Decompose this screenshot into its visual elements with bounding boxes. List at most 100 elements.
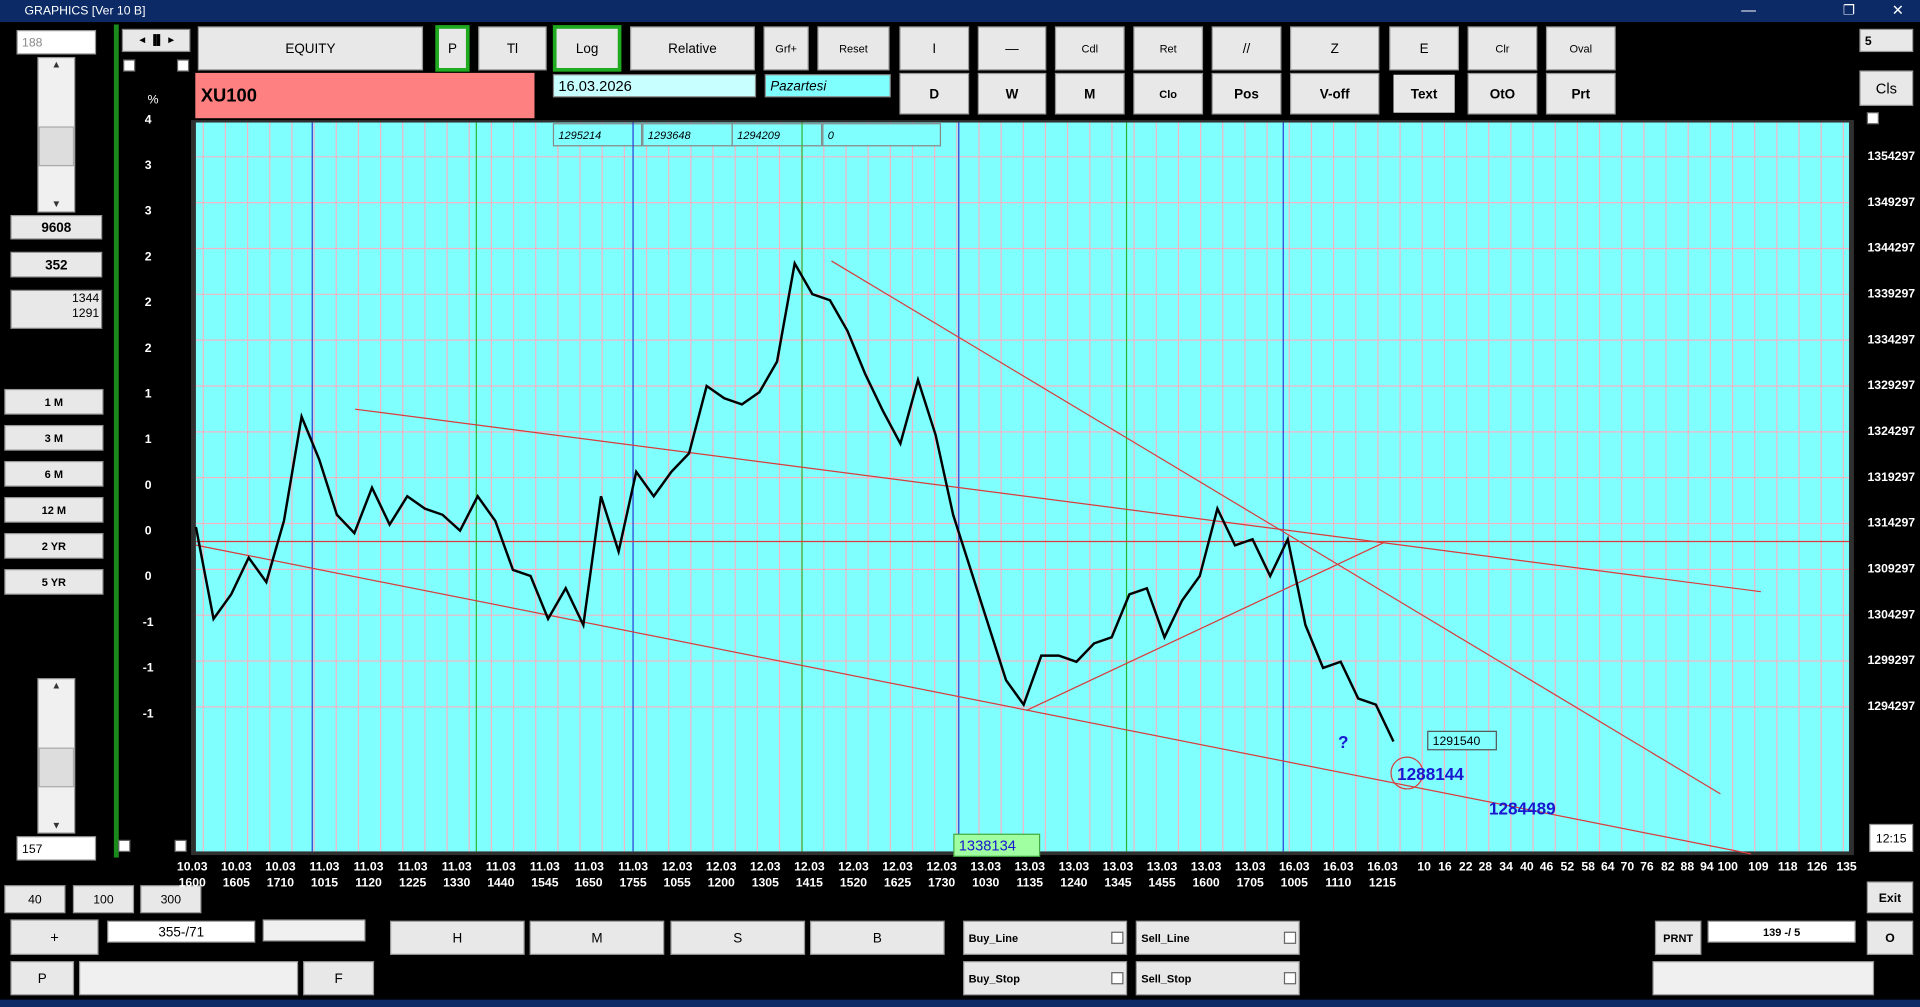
button[interactable] xyxy=(72,885,135,914)
button-label[interactable]: + xyxy=(50,930,59,946)
button-label[interactable]: 1 M xyxy=(45,397,63,409)
button[interactable] xyxy=(1866,920,1914,955)
button[interactable] xyxy=(977,72,1047,115)
button[interactable] xyxy=(630,26,755,71)
button-label[interactable]: Pos xyxy=(1234,87,1259,102)
button-label[interactable]: Relative xyxy=(668,41,717,56)
button[interactable] xyxy=(977,26,1047,71)
button[interactable] xyxy=(435,25,470,72)
button-label[interactable]: Clo xyxy=(1159,89,1177,101)
button[interactable] xyxy=(4,424,104,451)
button[interactable] xyxy=(390,920,525,955)
button[interactable] xyxy=(1545,26,1616,71)
button-label[interactable]: V-off xyxy=(1320,87,1350,102)
button[interactable] xyxy=(552,25,622,72)
button-label[interactable]: 300 xyxy=(161,893,182,907)
button[interactable] xyxy=(963,920,1128,955)
button[interactable] xyxy=(303,961,375,996)
button[interactable] xyxy=(10,919,99,955)
button[interactable] xyxy=(817,26,890,71)
button-label[interactable]: Cdl xyxy=(1082,44,1099,56)
button-label[interactable]: Clr xyxy=(1495,44,1509,56)
h-scrollbar[interactable] xyxy=(78,961,299,996)
button[interactable] xyxy=(1211,26,1282,71)
button-label[interactable]: M xyxy=(591,931,602,946)
button[interactable] xyxy=(478,26,547,71)
button[interactable] xyxy=(140,885,202,914)
button-label[interactable]: Sell_Stop xyxy=(1141,973,1191,985)
button[interactable] xyxy=(899,72,970,115)
button-label[interactable]: 2 YR xyxy=(42,541,66,553)
h-scrollbar[interactable] xyxy=(1652,961,1875,996)
button-label[interactable]: Cls xyxy=(1876,81,1897,97)
button[interactable] xyxy=(763,26,809,71)
button-label[interactable]: Log xyxy=(576,41,598,56)
button[interactable] xyxy=(1054,26,1125,71)
close[interactable]: ✕ xyxy=(1892,3,1904,19)
button-label[interactable]: E xyxy=(1420,41,1429,56)
button-label[interactable]: Buy_Line xyxy=(969,933,1019,945)
button[interactable] xyxy=(1135,920,1300,955)
button[interactable] xyxy=(1135,961,1300,996)
button[interactable] xyxy=(1866,881,1914,914)
button-label[interactable]: 100 xyxy=(93,893,114,907)
button[interactable] xyxy=(4,885,66,914)
button-label[interactable]: 5 YR xyxy=(42,577,66,589)
button[interactable] xyxy=(1391,72,1458,116)
button-label[interactable]: Sell_Line xyxy=(1141,933,1189,945)
button-label[interactable]: W xyxy=(1006,87,1019,102)
button-label[interactable]: M xyxy=(1084,87,1095,102)
button-label[interactable]: Grf+ xyxy=(775,44,797,56)
button[interactable] xyxy=(1290,72,1380,115)
spinner[interactable] xyxy=(121,28,191,53)
button-label[interactable]: Tl xyxy=(507,41,518,56)
button-label[interactable]: D xyxy=(929,87,939,102)
button-label[interactable]: Reset xyxy=(839,44,868,56)
button[interactable] xyxy=(963,961,1128,996)
button-label[interactable]: Prt xyxy=(1571,87,1590,102)
button[interactable] xyxy=(1654,920,1702,955)
button-label[interactable]: OtO xyxy=(1490,87,1515,102)
button[interactable] xyxy=(810,920,945,955)
button-label[interactable]: I xyxy=(932,41,936,56)
button-label[interactable]: Ret xyxy=(1160,44,1177,56)
button-label[interactable]: P xyxy=(448,41,457,56)
button-label[interactable]: 3 M xyxy=(45,433,63,445)
button-label[interactable]: Text xyxy=(1411,87,1438,102)
button[interactable] xyxy=(197,26,424,71)
button[interactable] xyxy=(4,497,104,523)
minimize[interactable]: — xyxy=(1741,3,1756,19)
button-label[interactable]: P xyxy=(38,971,47,986)
button[interactable] xyxy=(1389,26,1459,71)
button-label[interactable]: 12 M xyxy=(42,505,66,517)
button-label[interactable]: O xyxy=(1885,931,1895,945)
button[interactable] xyxy=(1859,28,1914,53)
button[interactable] xyxy=(4,460,104,487)
button-label[interactable]: 40 xyxy=(28,893,42,907)
button-label[interactable]: — xyxy=(1005,41,1019,56)
button[interactable] xyxy=(1467,26,1538,71)
button[interactable] xyxy=(4,388,104,415)
button-label[interactable]: Buy_Stop xyxy=(969,973,1021,985)
button[interactable] xyxy=(1211,72,1282,115)
button[interactable] xyxy=(4,533,104,559)
button[interactable] xyxy=(1545,72,1616,115)
button[interactable] xyxy=(10,961,75,996)
button-label[interactable]: 5 xyxy=(1865,34,1872,48)
button-label[interactable]: EQUITY xyxy=(285,41,335,56)
button[interactable] xyxy=(1054,72,1125,115)
button-label[interactable]: // xyxy=(1243,41,1251,56)
button[interactable] xyxy=(1133,26,1204,71)
button[interactable] xyxy=(1467,72,1538,115)
button-label[interactable]: Exit xyxy=(1879,891,1901,905)
button-label[interactable]: PRNT xyxy=(1663,933,1693,945)
button[interactable] xyxy=(4,569,104,595)
button-label[interactable]: H xyxy=(452,931,462,946)
maximize[interactable]: ❐ xyxy=(1843,3,1855,18)
h-scrollbar[interactable] xyxy=(262,919,366,942)
button[interactable] xyxy=(1290,26,1380,71)
button[interactable] xyxy=(1859,70,1914,106)
button[interactable] xyxy=(899,26,970,71)
button-label[interactable]: Oval xyxy=(1569,44,1592,56)
button-label[interactable]: B xyxy=(873,931,882,946)
